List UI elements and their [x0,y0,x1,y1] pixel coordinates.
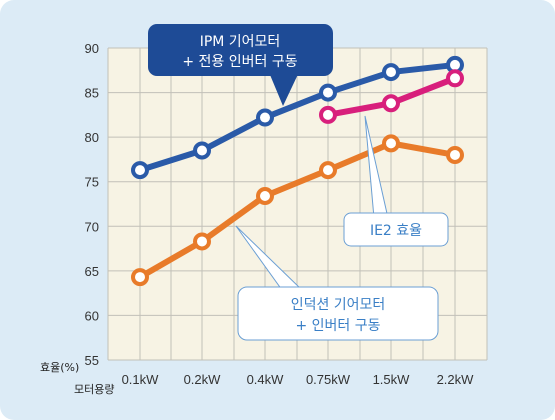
data-point [319,105,337,124]
y-tick-label: 65 [85,264,99,279]
data-point [446,145,464,164]
series-line [137,140,458,281]
x-axis-title: 모터용량 [74,383,114,396]
data-point [131,268,149,287]
x-tick-label: 0.4kW [247,372,285,387]
series-2 [131,134,464,287]
x-tick-label: 0.2kW [184,372,222,387]
ipm-callout-line2: + 전용 인버터 구동 [182,54,297,70]
ie2-callout-box [343,212,449,247]
y-tick-label: 55 [85,353,99,368]
x-tick-label: 0.1kW [122,372,160,387]
data-point [382,94,400,113]
y-axis-title: 효율(%) [40,361,79,374]
x-tick-label: 0.75kW [306,372,351,387]
y-tick-label: 75 [85,175,99,190]
y-tick-label: 60 [85,308,99,323]
data-point [193,232,211,251]
induction-callout: 인덕션 기어모터 + 인버터 구동 [235,225,439,341]
y-tick-label: 85 [85,86,99,101]
ipm-callout-line1: IPM 기어모터 [200,34,281,50]
ie2-callout: IE2 효율 [343,115,449,247]
ie2-callout-text: IE2 효율 [370,223,422,239]
data-point [382,63,400,82]
data-point [382,134,400,153]
ipm-callout-pointer [268,70,300,106]
x-tick-label: 2.2kW [437,372,475,387]
induction-callout-line2: + 인버터 구동 [295,318,380,334]
data-point [256,186,274,205]
induction-callout-line1: 인덕션 기어모터 [291,297,386,313]
series-line [137,61,458,174]
data-point [319,83,337,102]
induction-callout-box [237,286,439,341]
y-tick-label: 80 [85,130,99,145]
data-point [131,161,149,180]
y-tick-label: 70 [85,219,99,234]
data-point [319,161,337,180]
series-lines [131,55,464,287]
series-1 [319,69,464,124]
x-tick-label: 1.5kW [373,372,411,387]
ipm-callout-box [148,24,333,76]
y-tick-label: 90 [85,41,99,56]
axis-ticks: 55 60 65 70 75 80 85 90 0.1kW 0.2kW 0.4kW 0.75kW 1.5… [85,41,475,387]
ipm-callout: IPM 기어모터 + 전용 인버터 구동 [148,24,333,106]
data-point [193,141,211,160]
data-point [446,69,464,88]
data-point [256,108,274,127]
series-0 [131,55,464,180]
